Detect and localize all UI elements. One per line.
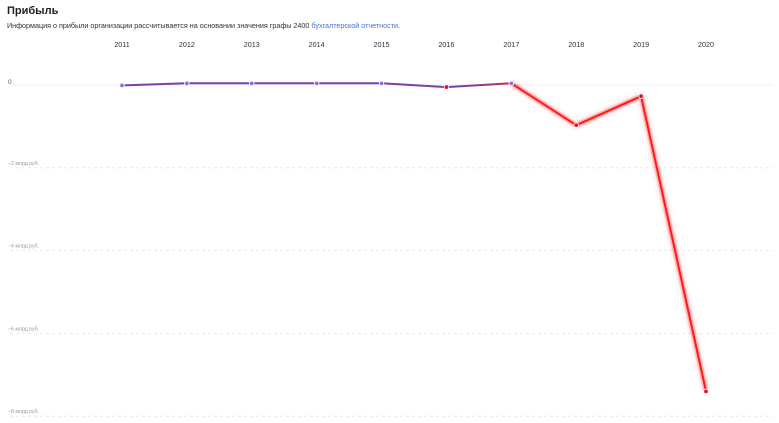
x-tick-label: 2018 [568,40,584,49]
x-tick-label: 2017 [503,40,519,49]
data-point[interactable] [508,80,515,87]
x-tick-label: 2015 [374,40,390,49]
series-lines [121,81,709,393]
grid-layer [10,84,773,417]
description-text: Информация о прибыли организации рассчит… [7,21,312,30]
data-point[interactable] [703,388,709,395]
data-point[interactable] [378,80,385,87]
x-axis-ticks: 2011 2012 2013 2014 2015 2016 2017 2018 2019 2020 [114,40,714,49]
data-point[interactable] [573,122,579,128]
x-tick-label: 2019 [633,40,649,49]
data-point[interactable] [119,82,125,89]
x-tick-label: 2012 [179,40,195,49]
description-end: . [398,21,401,30]
series-points [119,80,709,395]
chart-title: Прибыль [7,5,59,17]
data-point[interactable] [638,93,644,99]
data-point[interactable] [249,80,255,87]
x-tick-label: 2011 [114,40,129,49]
chart-description: Информация о прибыли организации рассчит… [7,21,779,31]
x-tick-label: 2020 [698,40,714,49]
y-tick-label: 0 [8,79,12,86]
x-tick-label: 2014 [309,40,325,49]
y-axis-ticks: 0 −2 млрд руб. −4 млрд руб. −6 млрд руб. −8 … [8,79,39,415]
accounting-report-link[interactable]: бухгалтерской отчетности [311,21,399,30]
chart-header: Прибыль Информация о прибыли организации… [7,4,779,31]
y-tick-label: −2 млрд руб. [8,161,39,167]
y-tick-label: −4 млрд руб. [8,244,39,250]
data-point[interactable] [443,84,450,90]
x-tick-label: 2013 [244,40,260,49]
series-line-glow [509,81,709,392]
x-tick-label: 2016 [438,40,454,49]
data-point[interactable] [184,80,190,87]
y-tick-label: −6 млрд руб. [8,326,39,332]
data-point[interactable] [313,80,320,87]
series-line [121,82,707,393]
y-tick-label: −8 млрд руб. [8,409,39,415]
